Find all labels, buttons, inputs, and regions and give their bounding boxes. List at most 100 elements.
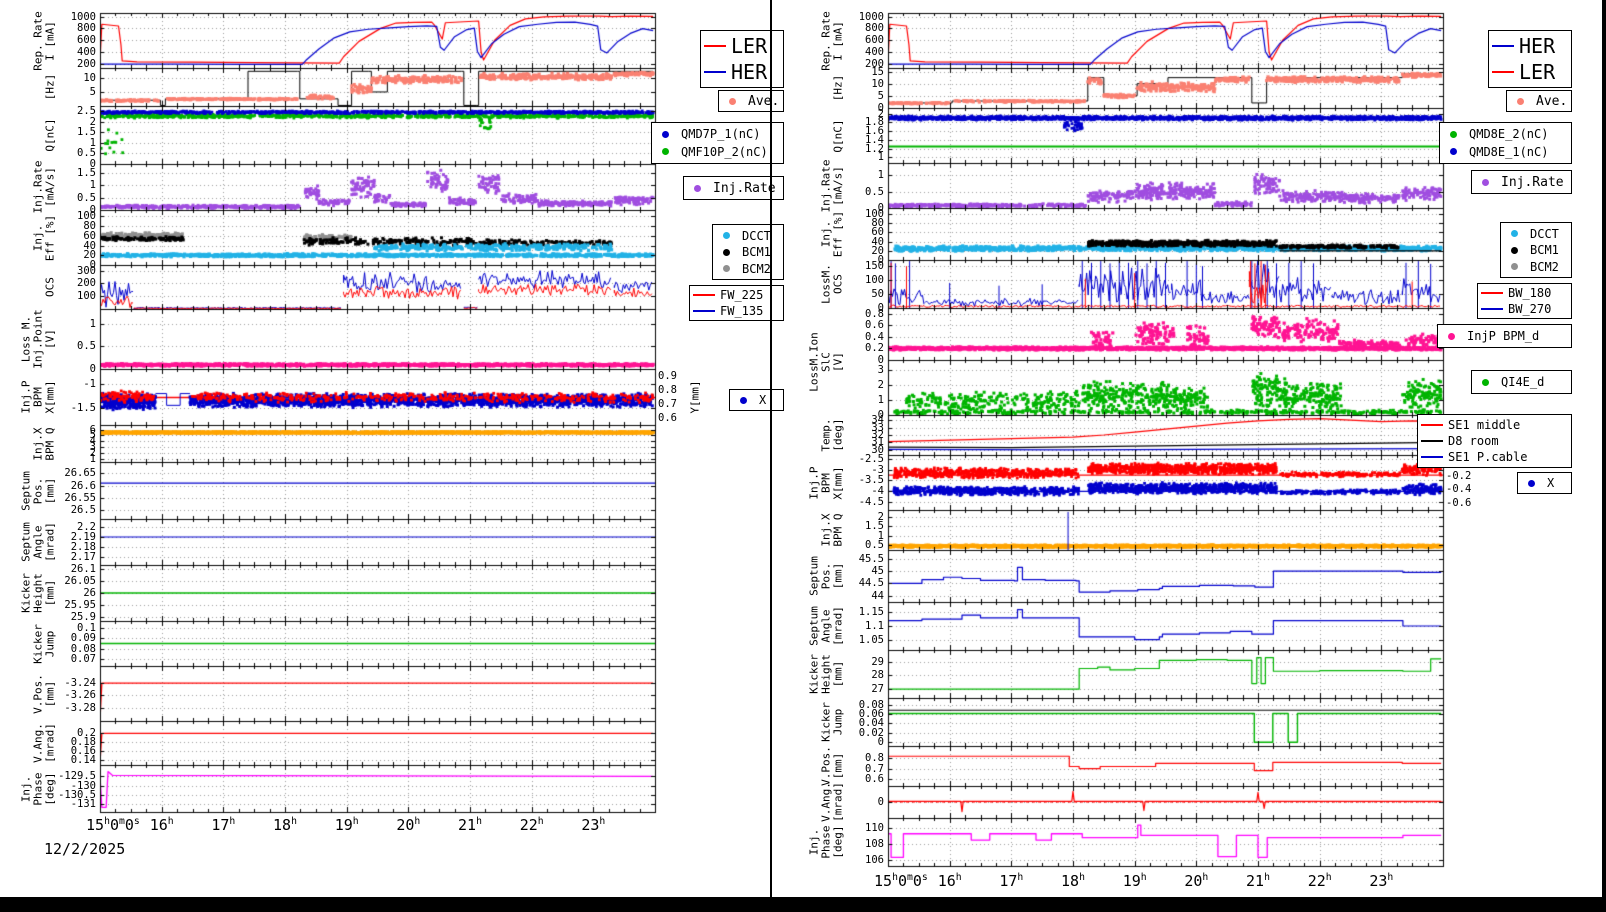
y-tick-label: 26.55 bbox=[64, 491, 96, 504]
legend-label: QI4E_d bbox=[1501, 375, 1545, 389]
legend-dot-marker bbox=[723, 248, 730, 256]
legend-line-marker bbox=[704, 71, 726, 73]
right-tick-label: 0.8 bbox=[658, 384, 677, 396]
y-tick-label: 40 bbox=[83, 239, 96, 252]
y-tick-label: 0.4 bbox=[865, 330, 884, 343]
y-tick-label: -4.5 bbox=[858, 495, 884, 508]
legend-entry: BW_180 bbox=[1481, 286, 1568, 300]
y-tick-label: 26.1 bbox=[70, 563, 96, 576]
legend-label: BCM1 bbox=[1530, 243, 1559, 257]
y-tick-label: 1.1 bbox=[865, 620, 884, 632]
legend-dot-marker bbox=[740, 396, 747, 404]
x-tick-label: 21h bbox=[458, 816, 482, 834]
y-tick-label: 0.02 bbox=[858, 726, 884, 739]
legend-entry: FW_225 bbox=[693, 288, 780, 302]
legend-label: LER bbox=[731, 34, 768, 58]
y-tick-label: 33 bbox=[871, 421, 884, 434]
y-tick-label: 0.5 bbox=[77, 191, 96, 204]
row-label: [mm] bbox=[43, 579, 57, 607]
row-label: [mA/s] bbox=[831, 165, 845, 206]
row-label: Eff [%] bbox=[43, 214, 57, 261]
y-tick-label: 45 bbox=[871, 565, 884, 578]
legend-label: HER bbox=[1519, 34, 1556, 58]
y-tick-label: 1000 bbox=[858, 10, 884, 23]
y-tick-label: 26.05 bbox=[64, 575, 96, 588]
y-tick-label: 26.5 bbox=[70, 504, 96, 517]
y-tick-label: 2 bbox=[89, 446, 96, 459]
y-tick-label: 44 bbox=[871, 589, 884, 602]
row-label: [mrad] bbox=[43, 522, 57, 562]
row-label: X[mm] bbox=[831, 465, 845, 500]
legend-entry: X bbox=[1521, 476, 1568, 490]
y-tick-label: 0.5 bbox=[77, 340, 96, 353]
right-tick-label: -0.2 bbox=[1446, 469, 1472, 482]
y-tick-label: 5 bbox=[877, 89, 884, 102]
y-tick-label: 15 bbox=[871, 65, 884, 78]
y-tick-label: -130.5 bbox=[58, 789, 96, 802]
legend-label: BW_270 bbox=[1508, 301, 1552, 316]
y-tick-label: 1.15 bbox=[858, 606, 884, 619]
y-tick-label: 0 bbox=[89, 363, 96, 375]
legend-box: InjP BPM_d bbox=[1437, 324, 1572, 348]
legend-label: HER bbox=[731, 60, 768, 84]
y-tick-label: 10 bbox=[871, 77, 884, 90]
legend-dot-marker bbox=[1511, 230, 1518, 237]
x-tick-label: 20h bbox=[1184, 872, 1209, 890]
y-tick-label: 0 bbox=[877, 254, 884, 266]
row-label: [mrad] bbox=[831, 782, 845, 822]
y-tick-label: -3.26 bbox=[64, 689, 96, 702]
row-label: [mrad] bbox=[43, 723, 57, 763]
row-label: [deg] bbox=[831, 825, 845, 859]
y-tick-label: 0.5 bbox=[865, 539, 884, 552]
row-label: Jump bbox=[43, 630, 57, 657]
y-tick-label: 2.17 bbox=[70, 551, 96, 563]
right-tick-label: 0.6 bbox=[658, 412, 677, 424]
y-tick-label: 44.5 bbox=[858, 577, 884, 590]
legend-dot-marker bbox=[1517, 97, 1524, 105]
legend-entry: QMF10P_2(nC) bbox=[655, 145, 780, 159]
y-tick-label: 25.9 bbox=[70, 610, 96, 623]
legend-entry: QMD7P_1(nC) bbox=[655, 127, 780, 141]
y-tick-label: 1.8 bbox=[865, 116, 884, 129]
legend-entry: BW_270 bbox=[1481, 302, 1568, 316]
row-label: X[mm] bbox=[43, 380, 57, 414]
y-tick-label: 40 bbox=[871, 235, 884, 248]
legend-entry: LER bbox=[1492, 60, 1568, 84]
y-tick-label: 0.1 bbox=[77, 622, 96, 635]
legend-line-marker bbox=[1421, 456, 1443, 458]
legend-dot-marker bbox=[694, 184, 701, 192]
x-tick-label: 23h bbox=[581, 816, 606, 834]
y-tick-label: 0 bbox=[877, 202, 884, 214]
y-tick-label: 0.07 bbox=[70, 652, 96, 665]
y-tick-label: 5 bbox=[89, 86, 96, 99]
y-tick-label: 1 bbox=[89, 179, 96, 192]
x-tick-label: 22h bbox=[519, 816, 544, 834]
y-tick-label: 80 bbox=[871, 217, 884, 230]
legend-dot-marker bbox=[1448, 332, 1455, 340]
y-tick-label: 0 bbox=[877, 302, 884, 314]
y-tick-label: 0 bbox=[877, 102, 884, 114]
y-tick-label: 2 bbox=[877, 107, 884, 120]
y-tick-label: 28 bbox=[871, 669, 884, 682]
legend-box: X bbox=[1517, 472, 1572, 494]
y-tick-label: 3 bbox=[877, 364, 884, 377]
legend-label: DCCT bbox=[1530, 226, 1559, 241]
legend-label: X bbox=[1547, 476, 1555, 490]
legend-dot-marker bbox=[723, 265, 730, 272]
y-tick-label: 0.6 bbox=[865, 319, 884, 332]
y-tick-label: 1.6 bbox=[865, 125, 884, 138]
y-tick-label: 400 bbox=[77, 46, 96, 59]
legend-box: HER LER bbox=[1488, 30, 1572, 88]
x-tick-label: 17h bbox=[211, 816, 236, 834]
row-label: [V] bbox=[43, 329, 57, 349]
y-tick-label: -129.5 bbox=[58, 770, 96, 783]
y-tick-label: -1.5 bbox=[70, 402, 96, 415]
legend-label: Inj.Rate bbox=[1501, 174, 1564, 190]
y-tick-label: 0.16 bbox=[70, 744, 96, 757]
legend-entry: HER bbox=[1492, 34, 1568, 58]
y-tick-label: 5 bbox=[89, 429, 96, 442]
y-tick-label: 0.8 bbox=[865, 307, 884, 320]
row-label: BPM Q bbox=[831, 513, 845, 547]
date-label: 12/2/2025 bbox=[44, 840, 126, 858]
